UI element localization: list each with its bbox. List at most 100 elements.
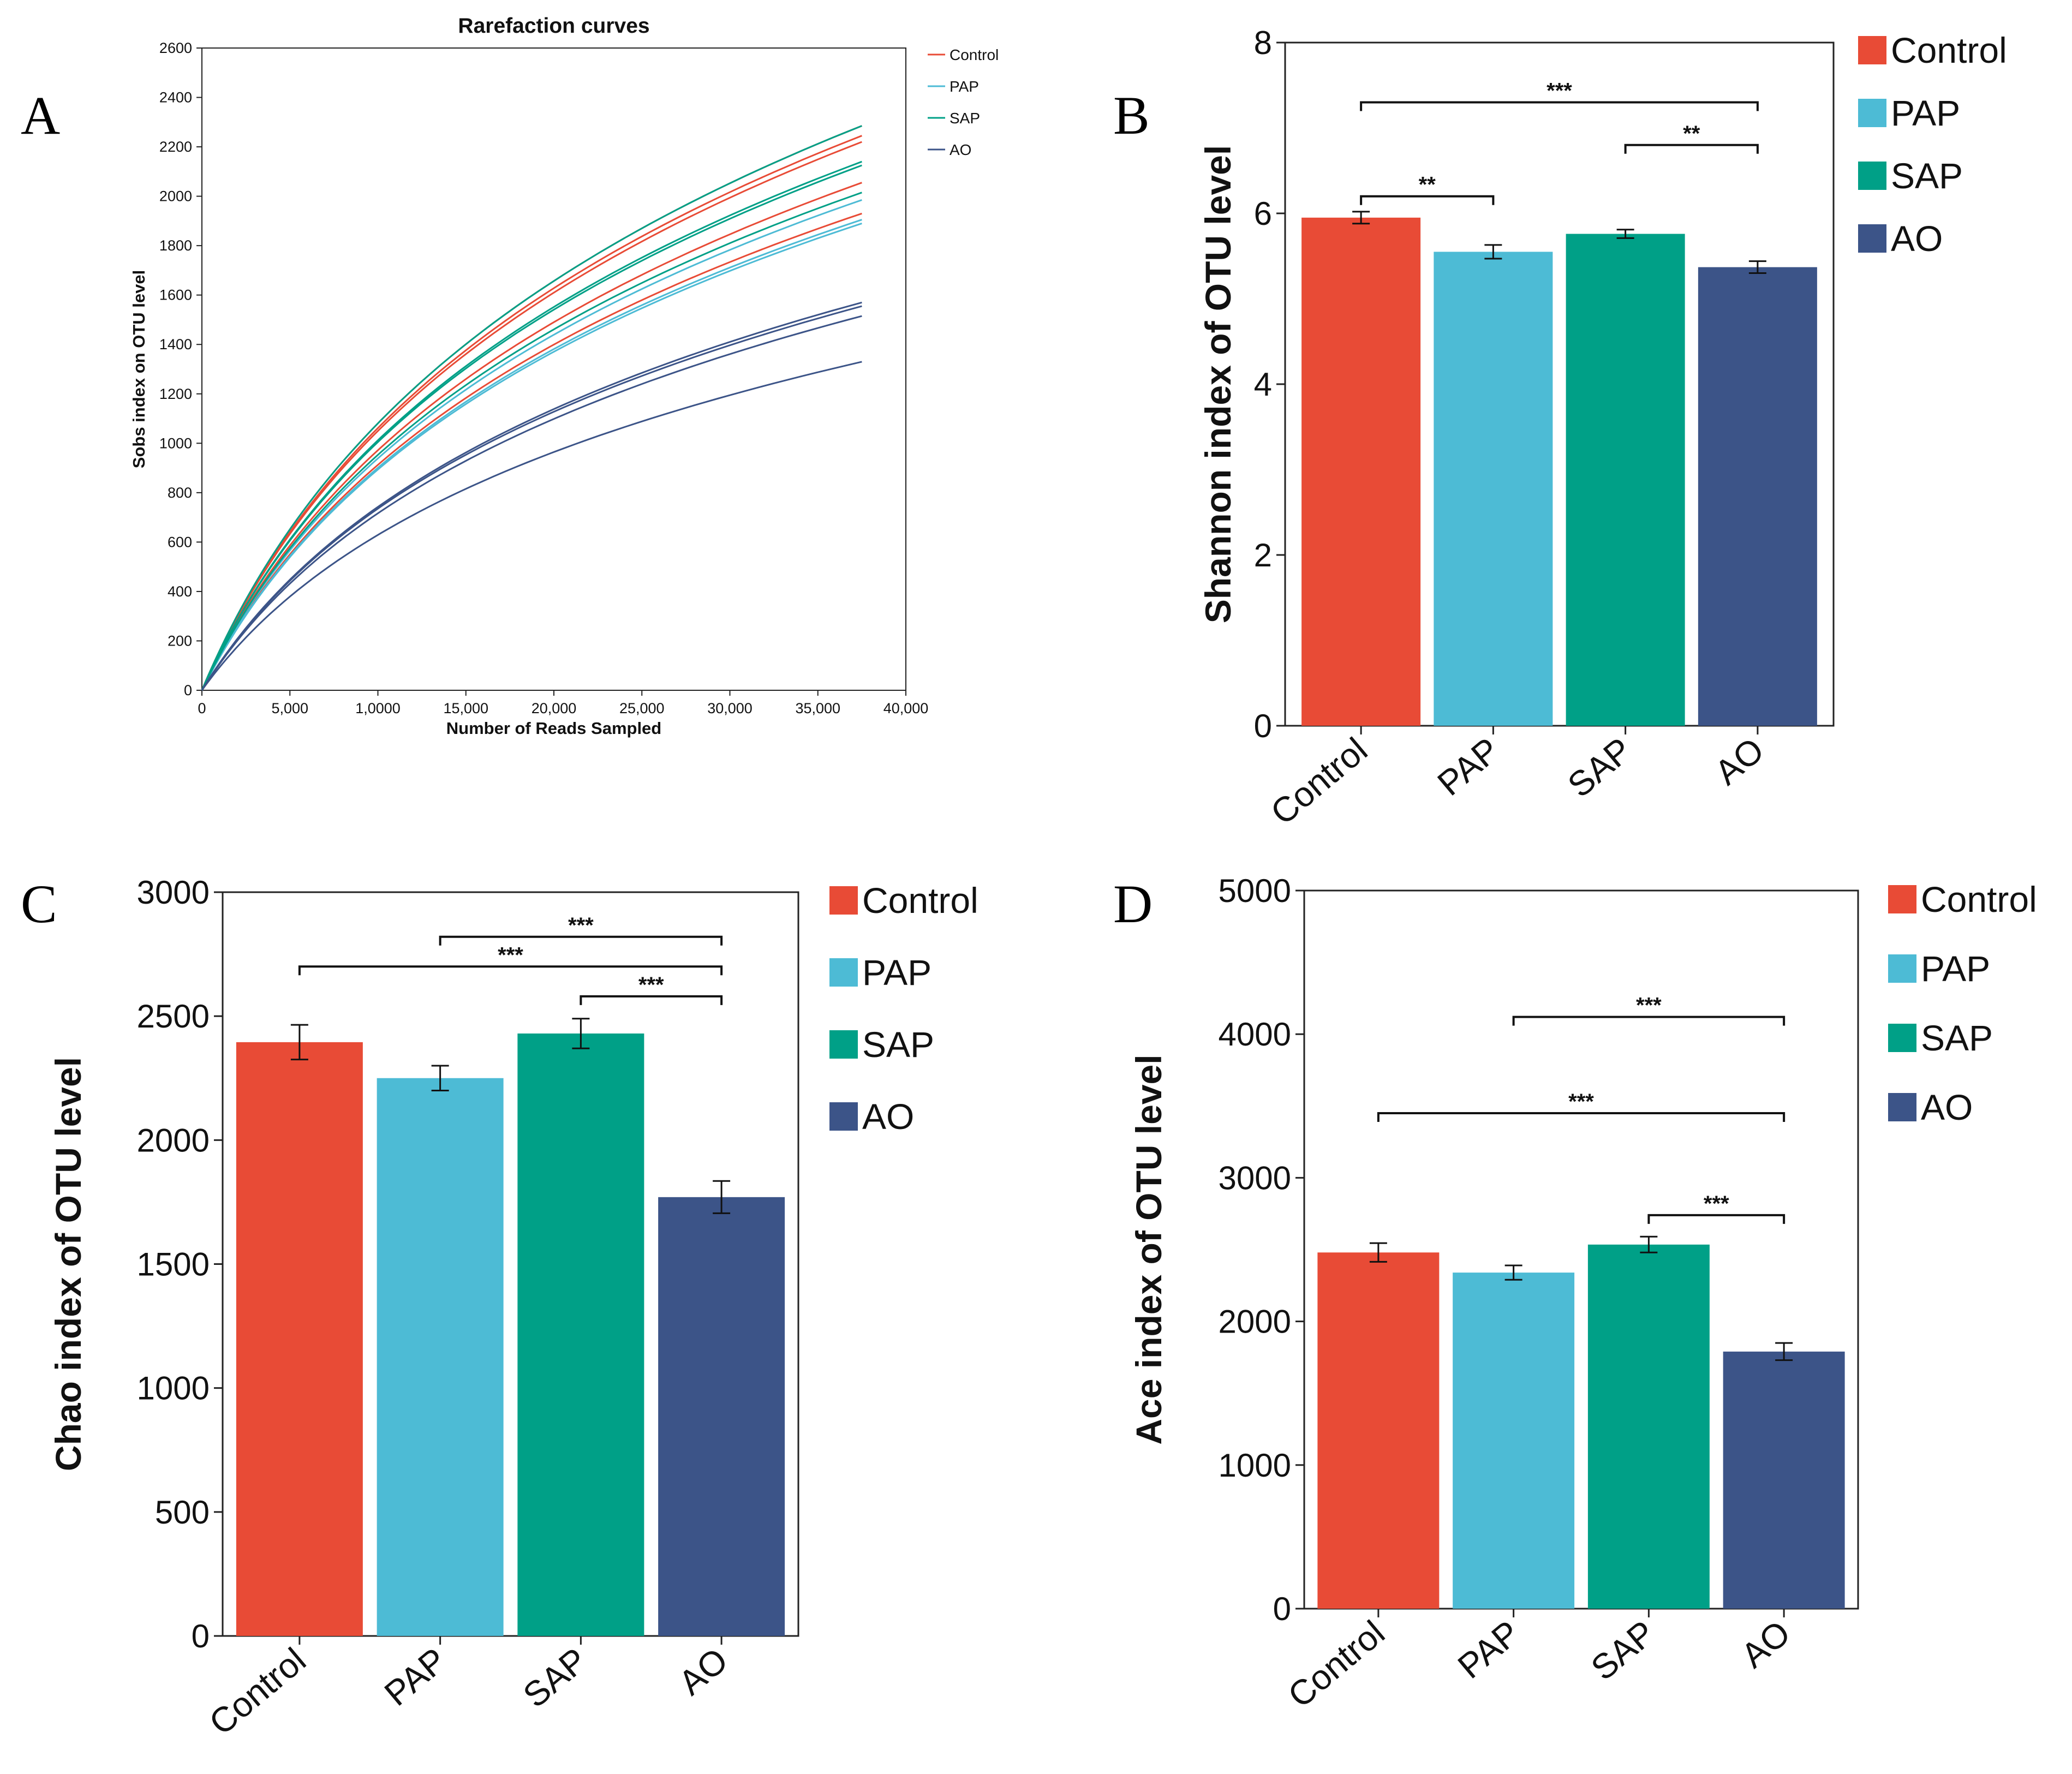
plot-frame: [1303, 889, 1859, 1610]
y-tick-label: 1000: [137, 1370, 210, 1407]
error-bar-sap: [572, 1018, 590, 1049]
significance-label: ***: [1568, 1090, 1594, 1114]
significance-label: **: [1419, 173, 1436, 197]
y-tick-label: 0: [184, 682, 192, 698]
bar-sap: [1587, 1244, 1710, 1609]
y-tick-label: 200: [168, 632, 192, 649]
significance-bracket: [1360, 101, 1759, 111]
legend-label-pap: PAP: [1921, 948, 1990, 989]
y-tick-label: 3000: [137, 874, 210, 911]
x-axis-label: Number of Reads Sampled: [446, 719, 661, 738]
y-tick-label: 800: [168, 485, 192, 501]
legend-label-sap: SAP: [862, 1024, 934, 1065]
curve-pap: [201, 222, 862, 691]
error-bar-control: [1369, 1242, 1387, 1263]
error-bar-pap: [1504, 1264, 1522, 1281]
error-bar-sap: [1616, 229, 1634, 239]
significance-label: **: [1683, 122, 1700, 146]
y-tick-label: 1000: [159, 435, 192, 451]
legend-swatch-control: [829, 886, 858, 915]
x-tick-label: 15,000: [443, 700, 488, 716]
legend-label-control: Control: [1891, 30, 2007, 70]
legend-swatch-sap: [1888, 1024, 1916, 1052]
panel-letter-b: B: [1113, 85, 1150, 146]
legend-label-control: Control: [862, 880, 978, 921]
legend-label-sap: SAP: [950, 110, 980, 127]
bar-pap: [1453, 1273, 1575, 1609]
legend-label-pap: PAP: [862, 952, 931, 993]
x-tick-label: 25,000: [619, 700, 665, 716]
legend-label-ao: AO: [950, 141, 971, 158]
y-tick-label: 1400: [159, 336, 192, 353]
y-tick-label: 5000: [1219, 873, 1291, 909]
y-axis-label: Ace index of OTU level: [1128, 1054, 1169, 1444]
y-tick-label: 1800: [159, 237, 192, 254]
legend-label-ao: AO: [1891, 218, 1943, 259]
panel-letter-a: A: [21, 85, 60, 146]
legend-label-ao: AO: [862, 1096, 914, 1137]
chart-title: Rarefaction curves: [458, 14, 649, 38]
legend-swatch-ao: [1888, 1093, 1916, 1121]
significance-bracket: [439, 935, 723, 946]
y-tick-label: 2000: [159, 188, 192, 205]
ace-bar-chart: 0 1000 2000 3000 4000 5000 Control PAP SAP AO Ace …: [1128, 873, 2037, 1715]
legend-swatch-pap: [829, 958, 858, 987]
curve-ao: [201, 305, 862, 691]
curve-ao: [201, 315, 862, 691]
curve-sap: [201, 125, 862, 691]
significance-bracket: [1624, 144, 1759, 154]
panel-letter-c: C: [21, 874, 57, 934]
bar-ao: [658, 1197, 785, 1636]
y-tick-label: 2: [1254, 537, 1272, 574]
y-tick-label: 0: [1273, 1591, 1291, 1627]
bar-control: [1317, 1252, 1440, 1609]
error-bar-control: [1352, 211, 1370, 225]
y-tick-label: 3000: [1219, 1160, 1291, 1196]
error-bar-pap: [431, 1065, 449, 1091]
legend-label-pap: PAP: [1891, 93, 1960, 133]
bar-control: [236, 1042, 363, 1636]
y-tick-label: 1000: [1219, 1447, 1291, 1484]
significance-label: ***: [498, 943, 523, 967]
significance-bracket: [1512, 1016, 1786, 1026]
bar-sap: [517, 1033, 644, 1636]
legend-swatch-control: [1858, 36, 1886, 64]
y-tick-label: 2000: [1219, 1304, 1291, 1340]
panel-letter-d: D: [1113, 874, 1153, 934]
legend-label-control: Control: [1921, 879, 2037, 919]
y-tick-label: 1600: [159, 287, 192, 303]
significance-bracket: [1647, 1214, 1786, 1224]
y-tick-label: 8: [1254, 25, 1272, 61]
legend-label-sap: SAP: [1891, 156, 1963, 196]
legend-swatch-pap: [1858, 99, 1886, 127]
bar-pap: [377, 1078, 504, 1636]
y-tick-label: 600: [168, 534, 192, 550]
curve-control: [201, 141, 862, 691]
bar-ao: [1723, 1351, 1845, 1609]
legend-label-sap: SAP: [1921, 1018, 1993, 1058]
legend-swatch-sap: [1858, 162, 1886, 190]
bar-ao: [1698, 267, 1817, 726]
legend-label-control: Control: [950, 46, 999, 63]
legend-swatch-pap: [1888, 954, 1916, 983]
x-tick-label: 20,000: [532, 700, 577, 716]
y-tick-label: 2600: [159, 40, 192, 56]
x-tick-label: 30,000: [707, 700, 753, 716]
y-tick-label: 2000: [137, 1122, 210, 1158]
error-bar-control: [290, 1024, 308, 1061]
significance-bracket: [1360, 195, 1495, 205]
y-tick-label: 500: [155, 1494, 210, 1531]
bar-pap: [1434, 252, 1553, 726]
legend-swatch-ao: [1858, 224, 1886, 253]
y-tick-label: 2400: [159, 89, 192, 106]
y-tick-label: 2200: [159, 139, 192, 155]
error-bar-ao: [1775, 1342, 1793, 1361]
significance-bracket: [580, 995, 723, 1005]
error-bar-ao: [713, 1180, 731, 1214]
curve-sap: [201, 164, 862, 691]
legend-swatch-ao: [829, 1102, 858, 1131]
x-tick-label: 35,000: [795, 700, 840, 716]
error-bar-sap: [1640, 1235, 1658, 1253]
y-tick-label: 1200: [159, 386, 192, 402]
